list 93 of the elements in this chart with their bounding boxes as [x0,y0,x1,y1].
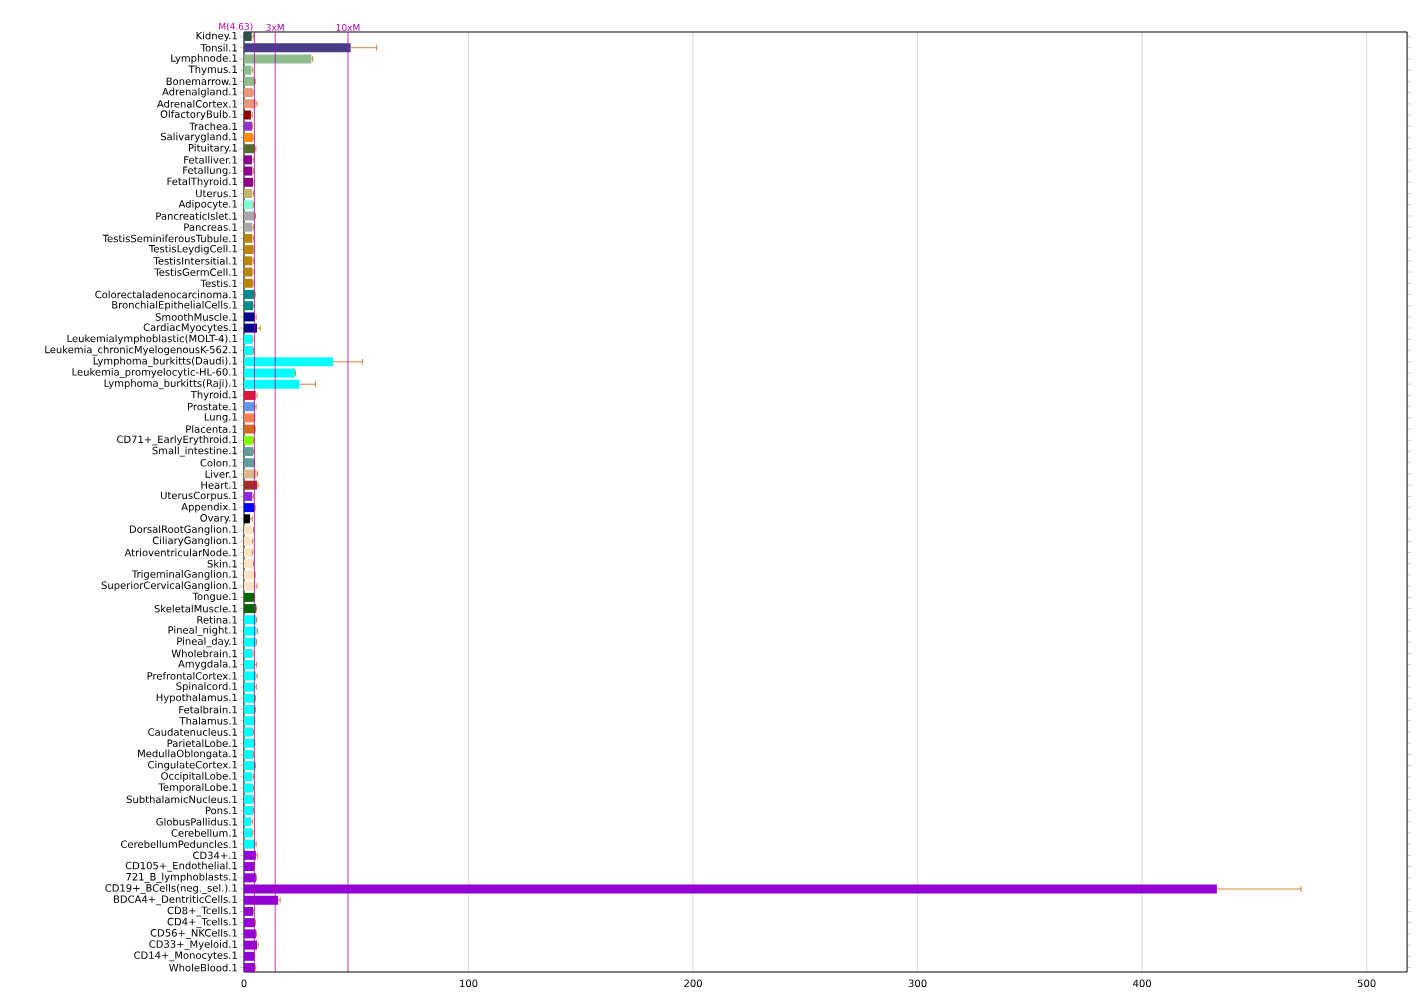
x-tick-label: 500 [1357,979,1376,988]
y-tick-label: CerebellumPeduncles.1 [121,840,237,848]
y-tick-label: CD71+_EarlyErythroid.1 [117,435,237,446]
y-tick-label: Adrenalgland.1 [162,87,237,98]
y-tick-label: Colorectaladenocarcinoma.1 [95,290,237,299]
y-tick-label: GlobusPallidus.1 [156,817,237,826]
y-tick-label: PrefrontalCortex.1 [147,672,237,680]
y-tick-label: OlfactoryBulb.1 [160,110,237,120]
y-tick-label: AdrenalCortex.1 [157,99,237,108]
x-tick-label: 100 [460,979,478,988]
y-tick-label: Uterus.1 [196,189,237,198]
ref-line-label: M(4.63) [219,22,253,31]
y-tick-label: UterusCorpus.1 [160,491,237,502]
y-tick-label: Pineal_night.1 [168,626,237,636]
y-tick-label: CD56+_NKCells.1 [150,928,237,939]
y-tick-label: Trachea.1 [189,122,237,131]
y-tick-label: CD14+_Monocytes.1 [134,951,237,962]
y-tick-label: Testis.1 [200,279,237,288]
y-tick-label: Fetalliver.1 [184,156,237,164]
y-tick-label: Lymphnode.1 [171,54,237,64]
y-tick-label: Colon.1 [200,458,237,467]
y-tick-label: TestisGermCell.1 [154,268,237,276]
y-tick-label: BronchialEpithelialCells.1 [112,300,237,311]
y-tick-label: Fetalbrain.1 [179,705,237,714]
y-tick-label: Lung.1 [204,413,237,423]
y-tick-label: Cerebellum.1 [171,829,237,837]
y-tick-label: Hypothalamus.1 [156,693,237,704]
y-tick-label: Ovary.1 [200,514,237,524]
y-tick-label: Appendix.1 [181,502,237,513]
y-tick-label: CD8+_Tcells.1 [167,906,237,917]
y-tick-label: FetalThyroid.1 [167,177,237,188]
y-tick-label: 721_B_lymphoblasts.1 [126,872,237,883]
y-tick-label: WholeBlood.1 [169,963,237,972]
y-tick-label: TrigeminalGanglion.1 [131,570,237,580]
y-tick-label: Skin.1 [207,559,237,568]
y-tick-label: CingulateCortex.1 [148,760,237,771]
ref-line-label: 10xM [336,23,360,31]
y-tick-label: Tongue.1 [192,592,237,603]
y-tick-label: CD4+_Tcells.1 [167,917,237,928]
y-tick-label: Lymphoma_burkitts(Raji).1 [104,379,237,390]
y-tick-label: TestisSeminiferousTubule.1 [102,234,237,243]
y-tick-label: Fetallung.1 [183,166,237,176]
x-tick-label: 200 [684,979,702,988]
y-tick-label: Wholebrain.1 [171,649,237,658]
y-tick-label: Caudatenucleus.1 [148,728,237,736]
y-tick-label: Pons.1 [205,806,237,815]
y-tick-label: Leukemia_promyelocytic-HL-60.1 [72,368,237,378]
y-tick-label: Pineal_day.1 [177,637,237,648]
y-tick-label: SuperiorCervicalGanglion.1 [101,581,237,591]
y-tick-label: SmoothMuscle.1 [155,313,237,321]
y-tick-label: Prostate.1 [188,402,237,411]
y-tick-label: Pancreas.1 [184,223,237,231]
x-tick-label: 400 [1133,979,1152,988]
y-tick-label: Small_intestine.1 [152,446,237,457]
y-tick-label: Bonemarrow.1 [166,77,237,86]
y-tick-label: PancreaticIslet.1 [156,212,237,220]
y-tick-label: Leukemialymphoblastic(MOLT-4).1 [67,334,237,345]
y-tick-label: ParietalLobe.1 [167,739,237,748]
y-tick-label: Thymus.1 [188,65,237,75]
y-tick-label: CD19+_BCells(neg._sel.).1 [105,884,237,894]
y-tick-label: Spinalcord.1 [176,682,237,692]
y-tick-label: Thyroid.1 [190,390,237,401]
y-tick-label: CD33+_Myeloid.1 [149,940,237,951]
y-tick-label: Kidney.1 [196,31,237,42]
y-tick-label: AtrioventricularNode.1 [124,548,237,557]
y-tick-label: Thalamus.1 [179,716,237,725]
y-tick-label: OccipitalLobe.1 [161,772,237,782]
y-tick-label: MedullaOblongata.1 [138,749,237,760]
y-tick-label: Liver.1 [205,470,237,478]
y-tick-label: Retina.1 [197,615,237,624]
y-tick-label: Pituitary.1 [188,143,237,154]
y-tick-label: Lymphoma_burkitts(Daudi).1 [93,356,237,367]
y-tick-label: Heart.1 [201,481,237,489]
y-tick-label: TemporalLobe.1 [158,783,237,793]
y-tick-label: CardiacMyocytes.1 [143,323,237,333]
y-tick-label: SkeletalMuscle.1 [154,604,237,613]
y-tick-label: Salivarygland.1 [160,132,237,143]
y-tick-label: CiliaryGanglion.1 [152,536,237,547]
y-tick-label: Tonsil.1 [200,43,237,52]
y-tick-label: TestisLeydigCell.1 [148,244,237,255]
y-tick-label: DorsalRootGanglion.1 [129,525,237,535]
y-tick-label: SubthalamicNucleus.1 [126,795,237,804]
y-tick-label: TestisIntersitial.1 [153,256,237,265]
x-tick-label: 0 [241,979,247,988]
ref-line-label: 3xM [266,23,284,31]
y-tick-label: BDCA4+_DentriticCells.1 [114,895,237,906]
y-tick-label: Placenta.1 [186,425,237,433]
y-tick-label: Leukemia_chronicMyelogenousK-562.1 [45,345,237,356]
y-tick-label: Amygdala.1 [178,659,237,670]
y-tick-label: Adipocyte.1 [178,199,237,210]
y-tick-label: CD105+_Endothelial.1 [125,861,237,872]
x-tick-label: 300 [908,979,927,988]
y-tick-label: CD34+.1 [193,851,237,860]
